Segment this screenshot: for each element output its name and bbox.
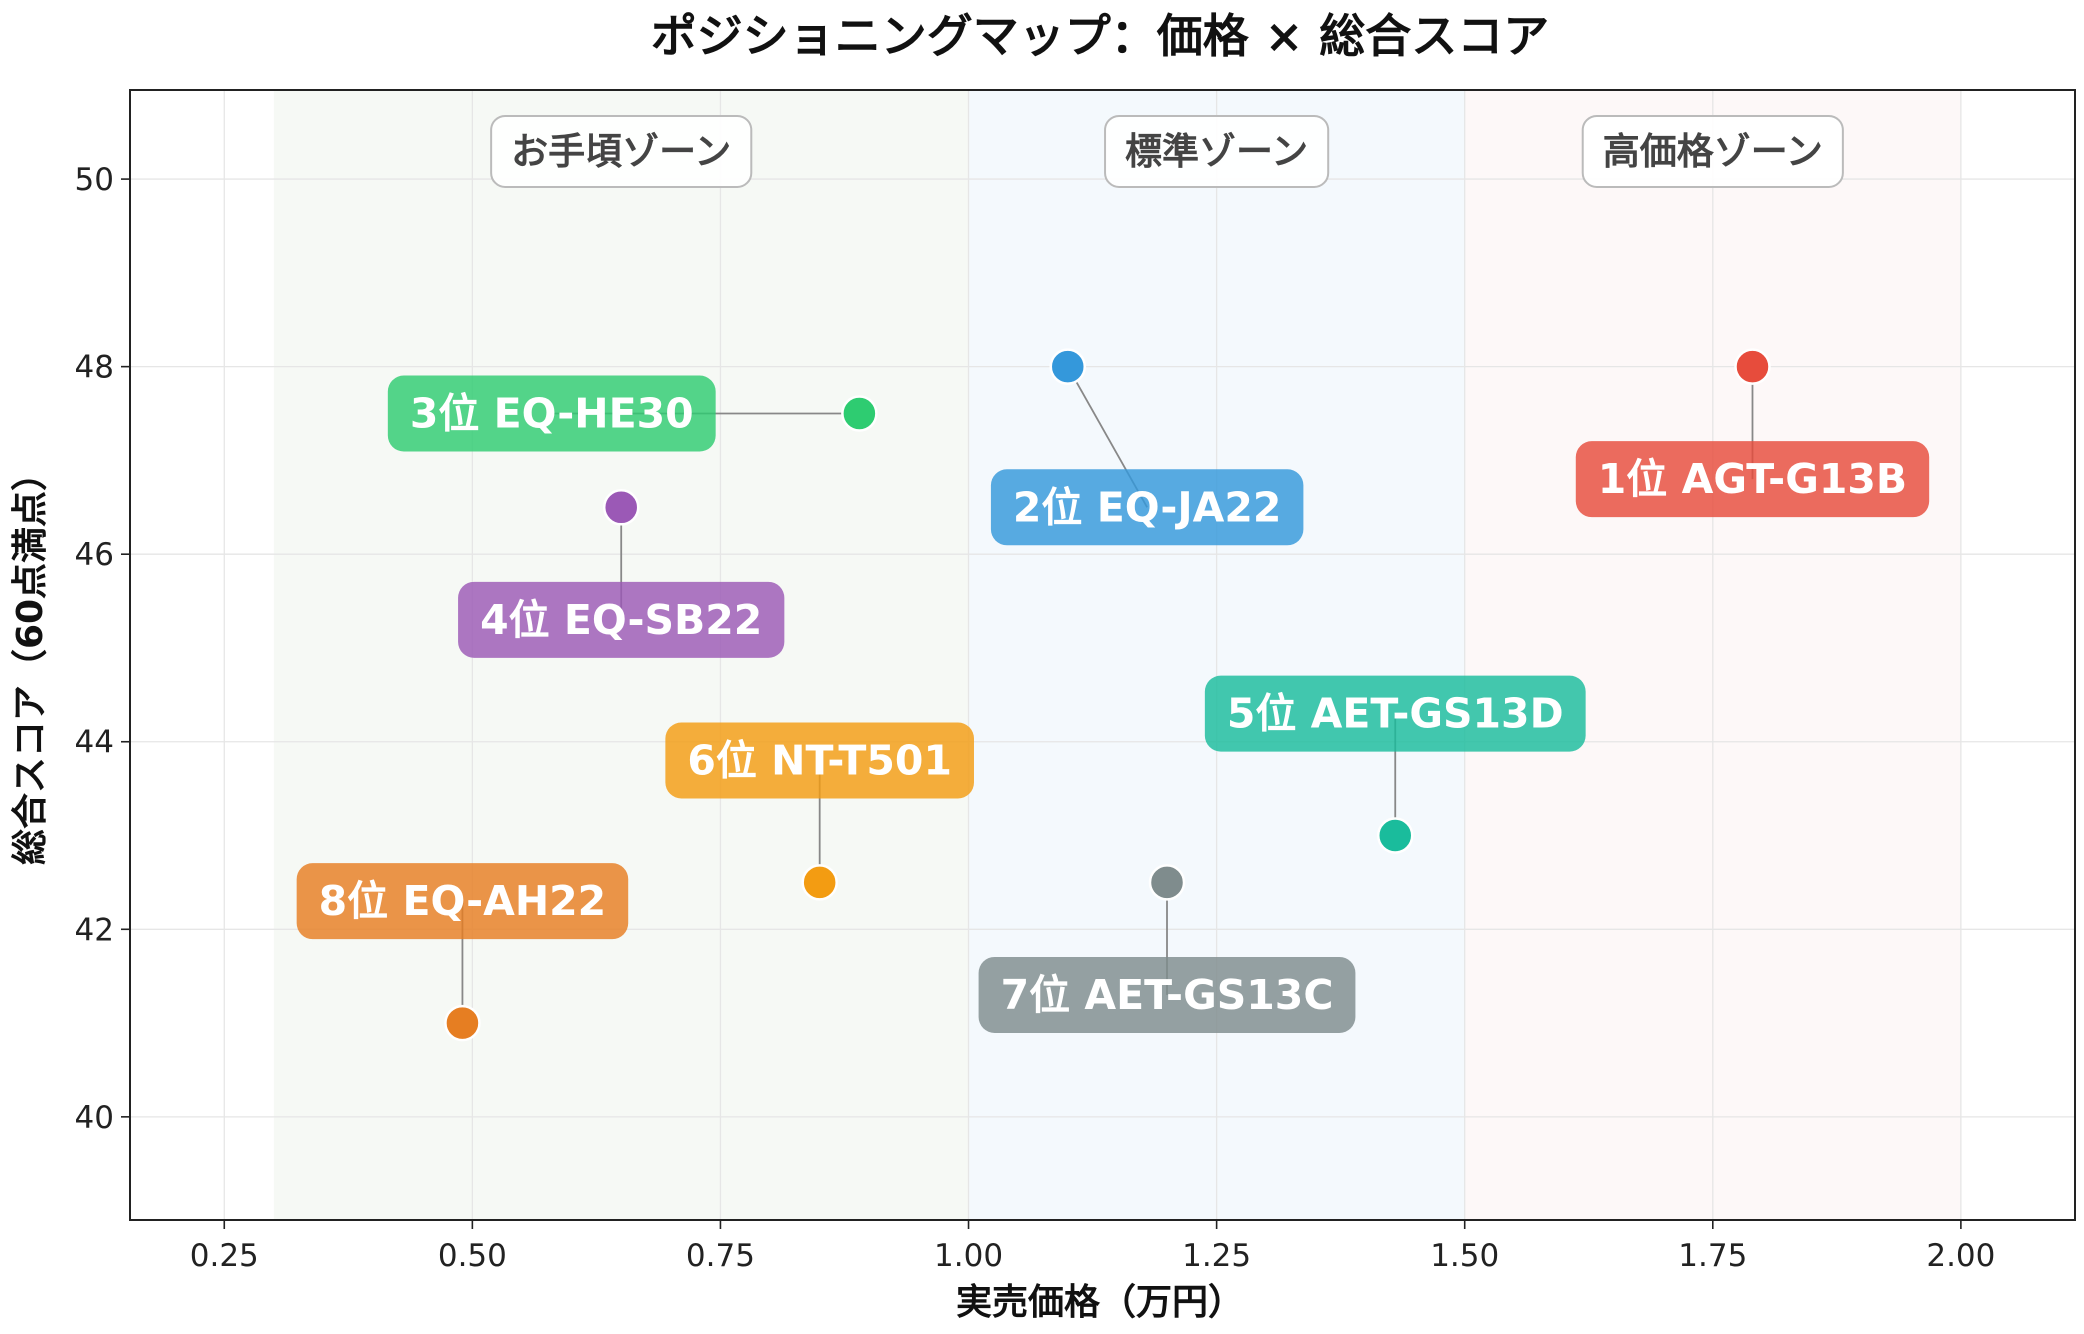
point-label-box [665, 722, 974, 799]
chart-title: ポジショニングマップ：価格 × 総合スコア [651, 9, 1550, 63]
y-tick-label: 42 [75, 912, 114, 948]
data-point-0 [1734, 348, 1771, 385]
data-point-1 [1049, 348, 1087, 385]
zone-label-1: 標準ゾーン [1104, 114, 1330, 188]
point-label-text: 2位 EQ-JA22 [1013, 483, 1281, 531]
zone-label-2: 高価格ゾーン [1581, 114, 1844, 188]
point-label-box [978, 956, 1356, 1033]
zone-label-text: お手頃ゾーン [511, 130, 731, 173]
point-label-text: 8位 EQ-AH22 [319, 877, 607, 925]
data-point-5 [801, 864, 838, 901]
x-tick-label: 1.00 [934, 1238, 1003, 1274]
y-tick-label: 44 [75, 725, 114, 761]
point-label-box [387, 375, 716, 452]
data-point-6 [1148, 864, 1186, 901]
zone-label-box [490, 114, 753, 188]
zone-label-0: お手頃ゾーン [490, 114, 753, 188]
data-point-3 [602, 489, 640, 526]
data-point-4 [1376, 817, 1414, 854]
zone-label-box [1581, 114, 1844, 188]
x-tick-label: 1.25 [1182, 1238, 1251, 1274]
x-axis-label: 実売価格（万円） [956, 1282, 1244, 1323]
point-label-text: 4位 EQ-SB22 [480, 596, 762, 644]
point-label-text: 1位 AGT-G13B [1598, 455, 1907, 503]
point-label-6: 7位 AET-GS13C [978, 956, 1356, 1033]
point-label-text: 3位 EQ-HE30 [410, 390, 694, 438]
point-label-3: 4位 EQ-SB22 [458, 581, 785, 658]
point-label-box [990, 469, 1304, 546]
point-labels: 1位 AGT-G13B 2位 EQ-JA22 3位 EQ-HE30 4位 EQ-SB2… [296, 375, 1930, 1033]
x-tick-label: 0.75 [686, 1238, 755, 1274]
data-point-2 [841, 395, 878, 432]
plot-area-frame [129, 89, 2076, 1221]
zone-label-box [1104, 114, 1330, 188]
axis-ticks: 0.25 0.50 0.75 1.00 1.25 1.50 1.75 2.00 40 42 44 46… [75, 162, 1996, 1274]
data-points [444, 348, 1771, 1042]
zone-label-text: 標準ゾーン [1125, 130, 1308, 173]
point-label-box [1204, 675, 1586, 752]
point-label-text: 5位 AET-GS13D [1227, 690, 1564, 738]
y-tick-label: 46 [75, 537, 114, 573]
point-label-5: 6位 NT-T501 [665, 722, 974, 799]
point-label-box [458, 581, 785, 658]
point-label-text: 7位 AET-GS13C [1001, 971, 1334, 1019]
zone-labels: お手頃ゾーン 標準ゾーン 高価格ゾーン [490, 114, 1844, 188]
y-axis-label: 総合スコア（60点満点） [10, 455, 51, 865]
data-point-7 [444, 1004, 481, 1042]
point-label-4: 5位 AET-GS13D [1204, 675, 1586, 752]
point-label-box [1575, 441, 1930, 518]
x-tick-label: 1.50 [1430, 1238, 1499, 1274]
y-tick-label: 48 [75, 350, 114, 386]
x-tick-label: 0.50 [438, 1238, 507, 1274]
point-label-box [296, 863, 629, 940]
point-label-7: 8位 EQ-AH22 [296, 863, 629, 940]
zone-label-text: 高価格ゾーン [1603, 130, 1823, 173]
x-tick-label: 0.25 [190, 1238, 259, 1274]
point-label-0: 1位 AGT-G13B [1575, 441, 1930, 518]
point-label-text: 6位 NT-T501 [687, 736, 952, 784]
point-label-1: 2位 EQ-JA22 [990, 469, 1304, 546]
x-tick-label: 1.75 [1678, 1238, 1747, 1274]
y-tick-label: 40 [75, 1100, 114, 1136]
y-tick-label: 50 [75, 162, 114, 198]
point-label-2: 3位 EQ-HE30 [387, 375, 716, 452]
x-tick-label: 2.00 [1926, 1238, 1995, 1274]
